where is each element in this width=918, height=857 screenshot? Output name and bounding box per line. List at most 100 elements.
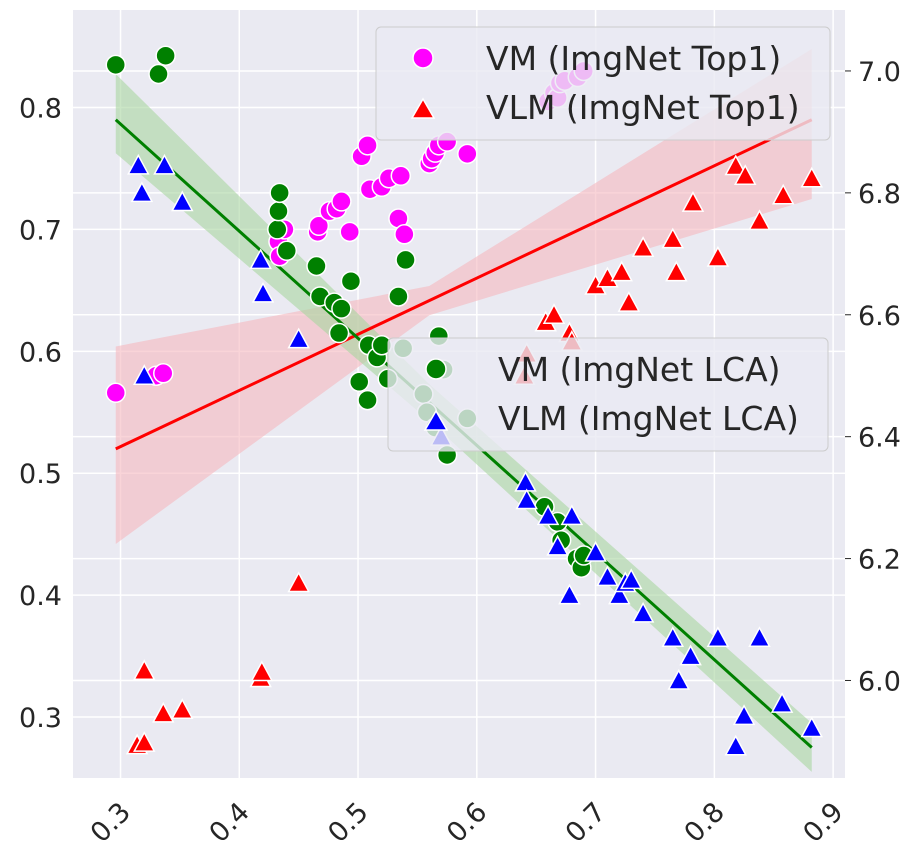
vlm-imgnet-top1-point — [724, 154, 747, 176]
vm-imgnet-lca-point — [268, 200, 289, 222]
vm-imgnet-lca-point — [340, 270, 362, 292]
x-tick-label: 0.5 — [322, 797, 374, 849]
y-right-axis-ticks: 6.0 6.2 6.4 6.6 6.8 7.0 — [845, 57, 901, 697]
vm-imgnet-top1-point — [357, 135, 378, 156]
x-axis-ticks: 0.3 0.4 0.5 0.6 0.7 0.8 0.9 — [85, 797, 850, 849]
vlm-imgnet-top1-point — [617, 290, 641, 312]
vlm-imgnet-top1-point — [748, 209, 771, 231]
vlm-imgnet-top1-point — [733, 164, 757, 186]
vlm-imgnet-lca-point — [584, 540, 607, 562]
y-left-tick-label: 0.7 — [19, 215, 62, 246]
vlm-imgnet-lca-point — [596, 565, 619, 587]
vlm-imgnet-lca-point — [732, 704, 756, 726]
vlm-imgnet-lca-point — [153, 153, 176, 175]
vm-imgnet-lca-point — [357, 389, 378, 411]
vlm-imgnet-lca-point — [251, 281, 275, 303]
legend-vm-lca-marker — [425, 358, 447, 380]
vlm-imgnet-top1-point — [631, 236, 655, 257]
vm-imgnet-lca-point — [269, 182, 290, 204]
vlm-imgnet-lca-point — [536, 504, 560, 526]
y-right-tick-label: 6.2 — [858, 545, 901, 576]
vlm-imgnet-lca-point — [287, 327, 310, 349]
legend-vm-top1-marker — [412, 47, 434, 69]
y-right-tick-label: 7.0 — [858, 57, 901, 88]
vm-imgnet-top1-point — [308, 215, 330, 237]
vlm-imgnet-lca-point — [515, 488, 538, 510]
vm-imgnet-lca-point — [148, 63, 169, 85]
y-left-tick-label: 0.5 — [19, 459, 62, 490]
x-tick-label: 0.3 — [85, 797, 137, 849]
y-left-tick-label: 0.3 — [19, 703, 62, 734]
vlm-imgnet-lca-point — [558, 583, 581, 605]
y-left-axis-ticks: 0.3 0.4 0.5 0.6 0.7 0.8 — [19, 94, 62, 735]
legend-top1: VM (ImgNet Top1) VLM (ImgNet Top1) — [375, 26, 831, 141]
vlm-imgnet-top1-point — [133, 731, 156, 752]
y-right-tick-label: 6.0 — [858, 666, 901, 697]
vlm-imgnet-top1-point — [681, 191, 705, 212]
vlm-imgnet-lca-point — [770, 692, 794, 713]
x-tick-label: 0.9 — [797, 797, 849, 849]
x-tick-label: 0.6 — [441, 797, 493, 849]
vlm-imgnet-top1-point — [665, 260, 688, 282]
vm-imgnet-lca-point — [267, 219, 288, 240]
top1-confidence-band — [115, 49, 812, 544]
vm-imgnet-top1-point — [339, 221, 360, 243]
legend-vm-top1-label: VM (ImgNet Top1) — [486, 39, 781, 78]
vm-imgnet-lca-point — [306, 255, 327, 277]
vlm-imgnet-top1-point — [610, 260, 633, 282]
vm-imgnet-lca-point — [395, 249, 416, 271]
vm-imgnet-top1-point — [331, 191, 352, 212]
vm-imgnet-top1-point — [390, 165, 412, 187]
vm-imgnet-lca-point — [388, 286, 409, 307]
vlm-imgnet-lca-point — [133, 364, 156, 385]
vlm-imgnet-lca-point — [608, 583, 631, 605]
y-left-tick-label: 0.6 — [19, 337, 62, 368]
legend-vlm-lca-marker — [423, 409, 449, 431]
vm-imgnet-top1-point — [457, 143, 478, 165]
top1-trend-line — [115, 118, 813, 451]
legend-vlm-top1-label: VLM (ImgNet Top1) — [486, 88, 800, 127]
vlm-imgnet-top1-point — [542, 303, 566, 325]
x-tick-label: 0.7 — [560, 797, 612, 849]
vlm-imgnet-lca-point — [800, 716, 824, 738]
vlm-imgnet-lca-point — [706, 626, 730, 648]
vlm-imgnet-lca-point — [679, 644, 702, 666]
vlm-imgnet-top1-point — [706, 245, 730, 267]
vm-imgnet-lca-point — [155, 45, 176, 66]
vm-imgnet-lca-point — [276, 240, 298, 262]
vlm-imgnet-top1-point — [152, 701, 175, 723]
vlm-imgnet-top1-point — [800, 166, 824, 188]
vlm-imgnet-top1-point — [287, 571, 310, 593]
vlm-imgnet-lca-point — [127, 153, 150, 175]
y-left-tick-label: 0.4 — [19, 581, 62, 612]
legend-top1-box — [375, 26, 831, 141]
vlm-imgnet-lca-point — [724, 734, 747, 756]
legend-vlm-lca-label: VLM (ImgNet LCA) — [498, 399, 799, 438]
y-right-tick-label: 6.8 — [858, 179, 901, 210]
y-right-tick-label: 6.6 — [858, 301, 901, 332]
vm-imgnet-top1-point — [153, 363, 174, 384]
vlm-imgnet-top1-point — [771, 183, 795, 205]
legend-lca-box — [387, 337, 829, 452]
vlm-imgnet-lca-point — [130, 181, 154, 203]
vm-imgnet-lca-point — [328, 322, 350, 344]
vm-imgnet-lca-point — [105, 54, 127, 76]
x-tick-label: 0.8 — [679, 797, 731, 849]
legend-vm-lca-label: VM (ImgNet LCA) — [498, 350, 781, 389]
vlm-imgnet-lca-point — [171, 190, 194, 212]
vlm-imgnet-lca-point — [748, 626, 771, 648]
y-left-tick-label: 0.8 — [19, 94, 62, 125]
x-tick-label: 0.4 — [204, 797, 256, 849]
vlm-imgnet-top1-point — [133, 659, 156, 680]
legend-lca: VM (ImgNet LCA) VLM (ImgNet LCA) — [387, 337, 829, 452]
y-right-tick-label: 6.4 — [858, 423, 901, 454]
vm-imgnet-top1-point — [105, 382, 127, 404]
vlm-imgnet-top1-point — [596, 266, 619, 288]
vlm-imgnet-top1-point — [250, 660, 274, 682]
vm-imgnet-lca-point — [331, 298, 352, 319]
vlm-imgnet-lca-point — [631, 601, 655, 623]
vlm-imgnet-lca-point — [546, 534, 569, 556]
legend-vlm-top1-marker — [410, 97, 436, 119]
vlm-imgnet-lca-point — [619, 568, 643, 590]
